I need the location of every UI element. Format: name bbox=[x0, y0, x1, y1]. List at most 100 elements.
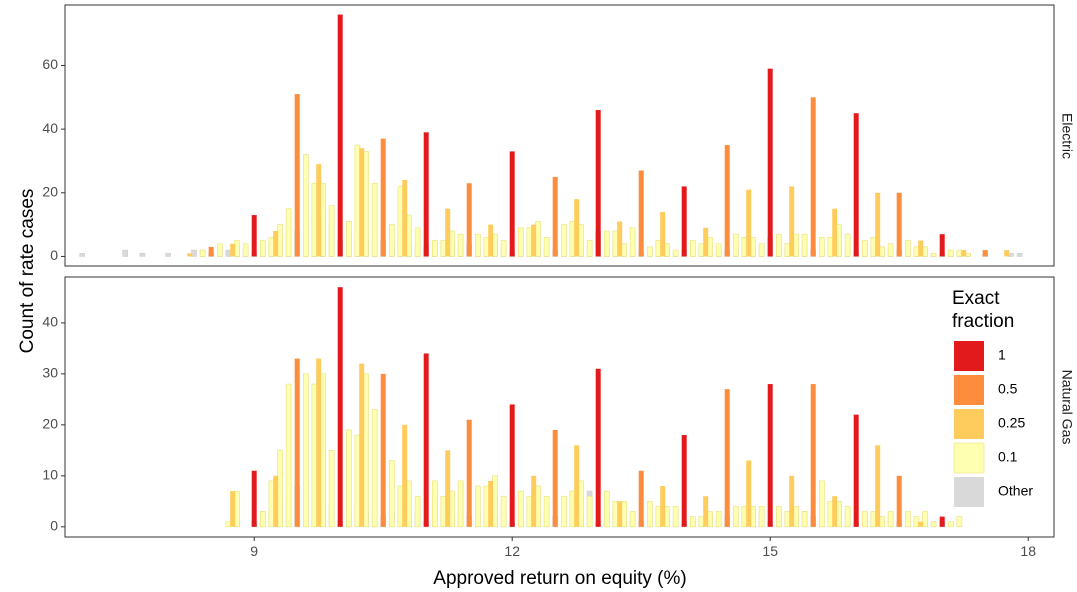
bar bbox=[904, 240, 911, 257]
bar bbox=[225, 249, 232, 257]
bar bbox=[844, 506, 851, 528]
bar bbox=[595, 110, 601, 257]
bar bbox=[509, 404, 515, 527]
bar bbox=[784, 511, 791, 528]
bar bbox=[922, 246, 928, 257]
bar bbox=[681, 186, 687, 257]
bar bbox=[836, 501, 842, 528]
bar bbox=[535, 485, 541, 528]
x-axis: 9 12 15 18 bbox=[250, 537, 1036, 559]
bar bbox=[612, 501, 619, 528]
bar bbox=[543, 495, 550, 528]
bar bbox=[574, 199, 580, 257]
bar bbox=[569, 490, 576, 528]
bar bbox=[918, 521, 924, 527]
bar bbox=[861, 240, 868, 257]
bars-electric bbox=[79, 14, 1023, 257]
bar bbox=[445, 208, 451, 257]
bar bbox=[844, 233, 851, 257]
legend-item: 1 bbox=[954, 341, 1006, 371]
bar bbox=[574, 445, 580, 527]
bar bbox=[879, 246, 885, 257]
bar bbox=[603, 490, 610, 528]
bars-natural-gas bbox=[225, 287, 963, 528]
bar bbox=[483, 237, 490, 257]
bar bbox=[492, 233, 498, 257]
bar bbox=[311, 383, 318, 528]
bar bbox=[707, 237, 713, 257]
bar bbox=[612, 230, 619, 257]
bar bbox=[474, 485, 481, 528]
bar bbox=[268, 237, 275, 257]
y-tick-label: 0 bbox=[50, 247, 58, 263]
bar bbox=[939, 234, 945, 257]
bar bbox=[337, 14, 343, 257]
bar bbox=[354, 144, 361, 257]
legend-key-swatch bbox=[954, 341, 984, 371]
bar bbox=[660, 486, 666, 527]
y-tick-label: 40 bbox=[42, 314, 58, 330]
bar bbox=[875, 445, 881, 527]
bar bbox=[359, 148, 365, 257]
bar bbox=[294, 94, 300, 257]
bar bbox=[789, 186, 795, 257]
bar bbox=[500, 495, 507, 528]
legend-title-line-2: fraction bbox=[952, 311, 1014, 332]
bar bbox=[1016, 252, 1023, 257]
bar bbox=[354, 434, 361, 528]
bar bbox=[230, 491, 236, 527]
bar bbox=[646, 246, 653, 257]
bar bbox=[896, 475, 902, 527]
bar bbox=[316, 164, 322, 257]
panel-border-natural-gas bbox=[64, 276, 1055, 538]
bar bbox=[294, 358, 300, 527]
legend-item: 0.25 bbox=[954, 409, 1025, 439]
bar bbox=[560, 495, 567, 528]
bar bbox=[638, 170, 644, 257]
bar bbox=[225, 521, 232, 528]
bar bbox=[208, 246, 214, 257]
bar bbox=[818, 237, 825, 257]
bar bbox=[457, 233, 464, 257]
bar bbox=[758, 506, 765, 528]
legend-key-swatch bbox=[954, 375, 984, 405]
bar bbox=[922, 511, 928, 528]
y-axis-electric: 0 20 40 60 bbox=[42, 56, 65, 263]
bar bbox=[827, 237, 834, 257]
bar bbox=[578, 224, 584, 257]
bar bbox=[827, 501, 834, 528]
bar bbox=[681, 435, 687, 527]
bar bbox=[414, 495, 421, 528]
bar bbox=[517, 490, 524, 528]
bar bbox=[397, 186, 404, 257]
bar bbox=[789, 475, 795, 527]
bar bbox=[449, 490, 455, 528]
bar bbox=[655, 240, 662, 257]
strip-label-natural-gas: Natural Gas bbox=[1059, 370, 1075, 445]
bar bbox=[526, 495, 533, 528]
legend-key-swatch bbox=[953, 442, 985, 474]
facet-strips: Electric Natural Gas bbox=[1059, 113, 1075, 444]
bar bbox=[578, 480, 584, 528]
bar bbox=[913, 246, 920, 257]
bar bbox=[466, 419, 472, 527]
bar bbox=[801, 233, 808, 257]
bar bbox=[526, 227, 533, 257]
bar bbox=[234, 240, 240, 257]
bar bbox=[784, 243, 791, 257]
bar bbox=[879, 516, 885, 528]
bar bbox=[569, 221, 576, 257]
bar bbox=[187, 253, 193, 257]
bar bbox=[122, 249, 128, 257]
bar bbox=[965, 252, 971, 257]
bar bbox=[517, 227, 524, 257]
bar bbox=[268, 480, 275, 528]
legend: Exact fraction 1 0.5 0.25 0.1 Other bbox=[952, 288, 1033, 507]
bar bbox=[328, 205, 335, 257]
bar bbox=[320, 373, 326, 528]
bar bbox=[746, 460, 752, 527]
y-tick-label: 30 bbox=[42, 365, 58, 381]
bar bbox=[810, 97, 816, 257]
legend-title-line-1: Exact bbox=[952, 288, 1000, 309]
bar bbox=[767, 68, 773, 257]
